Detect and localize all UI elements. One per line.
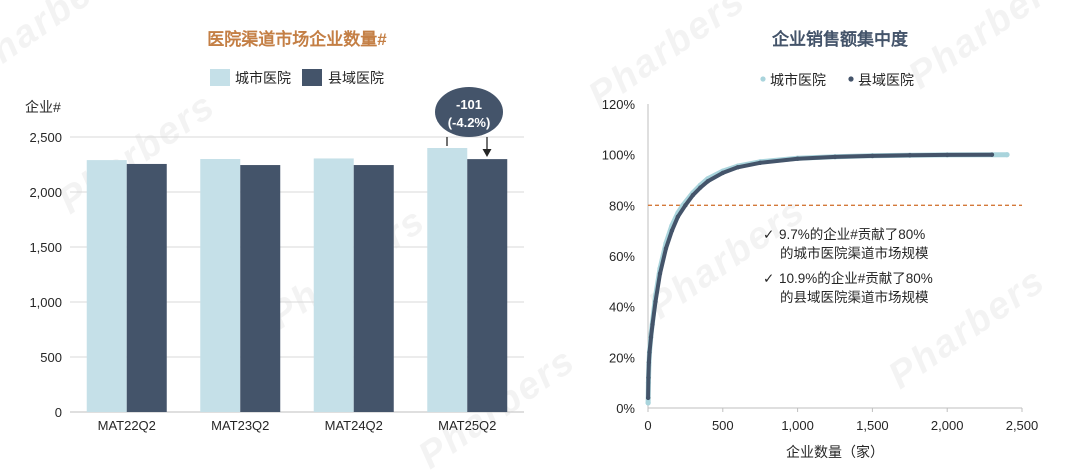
concentration-notes: ✓ 9.7%的企业#贡献了80% 的城市医院渠道市场规模 ✓ 10.9%的企业#… (763, 226, 933, 305)
concentration-legend: 城市医院 县域医院 (760, 72, 914, 88)
county-hospital-point (657, 271, 663, 276)
legend-dot-city-hospital (760, 76, 766, 82)
note-county-line1: 10.9%的企业#贡献了80% (779, 270, 933, 286)
change-value: -101 (456, 97, 482, 112)
county-hospital-point (735, 165, 740, 170)
county-hospital-point (720, 170, 725, 176)
change-annotation: -101 (-4.2%) (435, 87, 503, 157)
legend-label-county-hospital: 县域医院 (328, 70, 384, 86)
concentration-y-tick-label: 120% (602, 97, 636, 112)
bar-y-tick-label: 0 (55, 405, 62, 420)
bar-y-axis-label: 企业# (25, 99, 61, 115)
bar-x-category-label: MAT22Q2 (98, 418, 156, 433)
concentration-y-tick-label: 100% (602, 148, 636, 163)
county-hospital-point (675, 214, 681, 219)
county-hospital-bar (353, 165, 394, 412)
legend-swatch-county-hospital (302, 69, 322, 86)
concentration-x-tick-label: 0 (644, 418, 651, 433)
annotation-arrowhead-icon (482, 149, 492, 157)
legend-label-city-hospital: 城市医院 (770, 72, 826, 88)
concentration-y-tick-label: 80% (609, 198, 635, 213)
county-hospital-point (989, 152, 995, 157)
concentration-x-tick-label: 2,000 (931, 418, 964, 433)
county-hospital-point (647, 350, 652, 355)
concentration-y-tick-label: 0% (616, 401, 635, 416)
concentration-chart-title: 企业销售额集中度 (771, 29, 909, 49)
bar-y-tick-label: 1,000 (29, 295, 62, 310)
county-hospital-point (646, 360, 652, 365)
concentration-x-tick-label: 1,500 (856, 418, 889, 433)
city-hospital-bar (86, 160, 127, 412)
bar-x-category-label: MAT25Q2 (438, 418, 496, 433)
county-hospital-point (945, 152, 950, 158)
county-hospital-point (648, 334, 654, 340)
county-hospital-series-line (646, 152, 994, 400)
county-hospital-point (870, 153, 875, 159)
county-hospital-point (653, 299, 658, 304)
check-icon: ✓ (763, 227, 774, 242)
county-hospital-point (683, 203, 688, 208)
watermark: Pharbers (0, 0, 133, 87)
city-hospital-bar (427, 148, 468, 412)
concentration-x-tick-label: 2,500 (1006, 418, 1039, 433)
county-hospital-bar (467, 159, 508, 412)
county-hospital-point (705, 179, 711, 184)
bar-y-tick-label: 500 (40, 350, 62, 365)
county-hospital-point (698, 185, 703, 190)
county-hospital-point (832, 154, 838, 160)
note-city-line2: 的城市医院渠道市场规模 (780, 245, 929, 261)
county-hospital-point (663, 246, 669, 251)
bar-y-tick-label: 1,500 (29, 240, 62, 255)
change-percent: (-4.2%) (448, 115, 491, 130)
legend-label-county-hospital: 县域医院 (858, 72, 914, 88)
concentration-x-axis-label: 企业数量（家） (786, 444, 884, 460)
concentration-y-tick-label: 60% (609, 249, 635, 264)
concentration-x-tick-label: 500 (712, 418, 734, 433)
concentration-y-tick-label: 20% (609, 350, 635, 365)
county-hospital-point (650, 322, 655, 327)
county-hospital-point (646, 375, 651, 380)
bar-chart: 医院渠道市场企业数量# 城市医院 县域医院 企业# 0 500 1,000 1,500… (25, 29, 524, 433)
watermark: Pharbers (901, 0, 1073, 97)
county-hospital-bar (126, 163, 167, 412)
concentration-x-tick-label: 1,000 (781, 418, 814, 433)
bar-y-tick-label: 2,500 (29, 130, 62, 145)
county-hospital-point (758, 160, 763, 165)
concentration-y-tick-label: 40% (609, 300, 635, 315)
bar-x-category-label: MAT23Q2 (211, 418, 269, 433)
county-hospital-bar (240, 165, 281, 412)
concentration-plot-area: 0% 20% 40% 60% 80% 100% 120% 0 500 1,000 1,500 2,00… (602, 97, 1039, 433)
note-city-line1: 9.7%的企业#贡献了80% (779, 226, 925, 242)
city-hospital-bar (200, 159, 241, 412)
check-icon: ✓ (763, 271, 774, 286)
bar-legend: 城市医院 县域医院 (210, 69, 384, 86)
city-hospital-bar (313, 158, 354, 412)
county-hospital-point (645, 395, 651, 401)
change-bubble (435, 87, 503, 137)
county-hospital-point (690, 193, 696, 198)
bar-plot-area: 0 500 1,000 1,500 2,000 2,500 MAT22Q2 MAT23Q2 MA… (29, 130, 524, 433)
city-hospital-point (645, 400, 651, 406)
bar-x-category-label: MAT24Q2 (325, 418, 383, 433)
bar-chart-title: 医院渠道市场企业数量# (207, 29, 387, 49)
note-county-line2: 的县域医院渠道市场规模 (780, 289, 929, 305)
county-hospital-point (795, 156, 800, 161)
bar-y-tick-label: 2,000 (29, 185, 62, 200)
city-hospital-point (1004, 152, 1010, 158)
county-hospital-point (669, 228, 675, 233)
county-hospital-point (907, 152, 912, 158)
legend-dot-county-hospital (848, 76, 854, 82)
concentration-chart: 企业销售额集中度 城市医院 县域医院 0% 20% 40% 60% 80% 100% 120… (602, 29, 1039, 460)
legend-label-city-hospital: 城市医院 (235, 70, 291, 86)
legend-swatch-city-hospital (210, 69, 230, 86)
